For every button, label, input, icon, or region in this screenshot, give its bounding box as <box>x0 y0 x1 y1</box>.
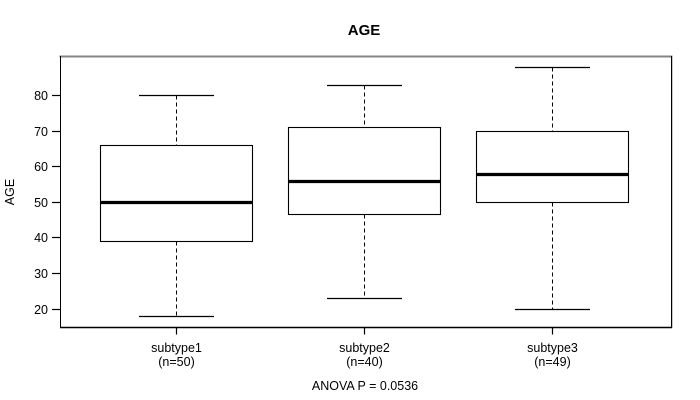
anova-annotation: ANOVA P = 0.0536 <box>312 379 418 393</box>
y-tick-label: 70 <box>34 125 48 139</box>
y-tick-label: 80 <box>34 89 48 103</box>
x-category-label: subtype1 <box>151 341 202 355</box>
y-tick-label: 60 <box>34 160 48 174</box>
x-category-label: subtype2 <box>339 341 390 355</box>
iqr-box <box>475 130 630 204</box>
y-tick-label: 40 <box>34 231 48 245</box>
iqr-box <box>99 144 254 243</box>
chart-title: AGE <box>348 22 381 39</box>
x-count-label: (n=50) <box>158 355 194 369</box>
y-tick-label: 30 <box>34 267 48 281</box>
x-count-label: (n=40) <box>346 355 382 369</box>
y-axis-title: AGE <box>3 179 17 205</box>
y-tick-label: 50 <box>34 196 48 210</box>
x-count-label: (n=49) <box>534 355 570 369</box>
plot-area: 20304050607080subtype1(n=50)subtype2(n=4… <box>34 55 673 369</box>
iqr-box <box>287 126 442 216</box>
y-tick-label: 20 <box>34 303 48 317</box>
x-category-label: subtype3 <box>527 341 578 355</box>
